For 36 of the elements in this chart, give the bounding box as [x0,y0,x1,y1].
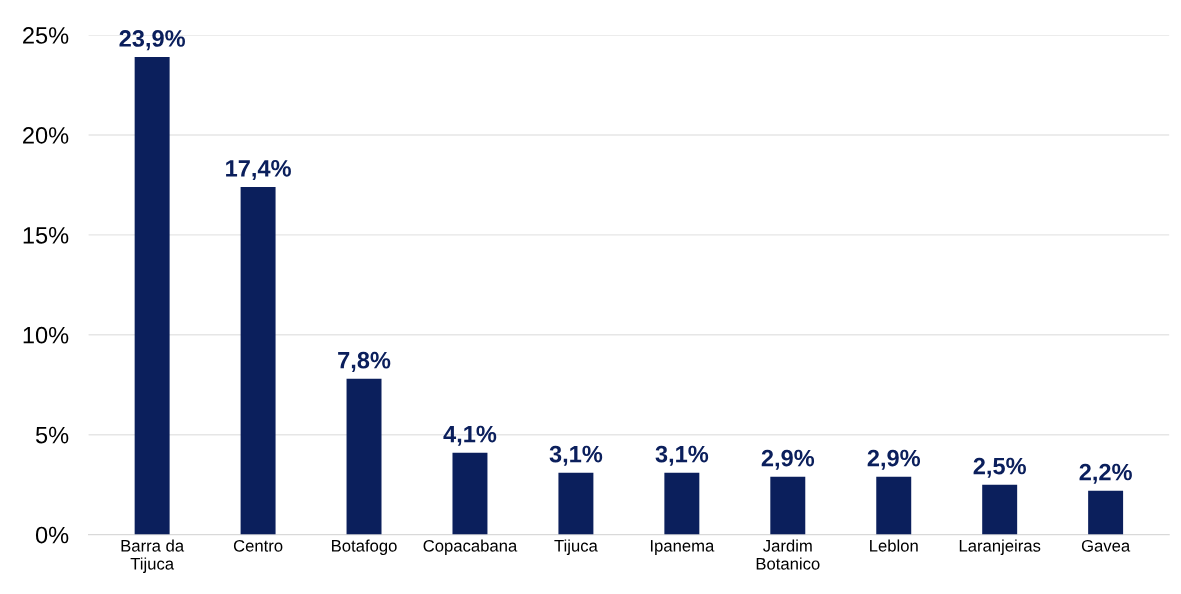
x-tick-label: Jardim Botanico [756,539,820,570]
data-label: 2,9% [867,449,921,470]
data-label: 23,9% [119,30,185,51]
bar [1088,490,1124,535]
x-tick-label: Laranjeiras [959,539,1041,555]
x-tick-label: Barra da Tijuca [121,539,185,573]
bar [770,476,806,535]
data-label: 7,8% [338,351,391,372]
y-tick-label: 15% [23,227,69,244]
data-label: 2,2% [1079,463,1132,484]
bar [452,452,488,535]
data-label: 4,1% [443,425,497,446]
data-label: 2,5% [973,457,1026,478]
data-label: 2,9% [761,449,815,470]
y-tick-label: 5% [35,426,69,444]
y-tick-label: 10% [23,326,69,344]
y-tick-label: 20% [23,127,69,144]
bar [664,472,700,535]
x-tick-label: Copacabana [423,539,518,555]
y-tick-label: 0% [35,526,69,544]
bar [558,472,594,535]
x-tick-label: Botafogo [332,539,397,555]
y-tick-label: 25% [23,27,69,44]
bar [134,57,170,535]
x-tick-label: Centro [233,539,283,552]
data-label: 17,4% [226,160,291,181]
bar [240,186,276,535]
data-label: 3,1% [549,445,603,466]
x-tick-label: Leblon [870,539,918,552]
x-tick-label: Ipanema [650,540,715,555]
x-tick-label: Tijuca [554,539,598,555]
bar [982,484,1018,535]
bar [346,378,382,535]
x-tick-label: Gavea [1081,539,1131,552]
bar [876,476,912,535]
data-label: 3,1% [655,445,709,466]
